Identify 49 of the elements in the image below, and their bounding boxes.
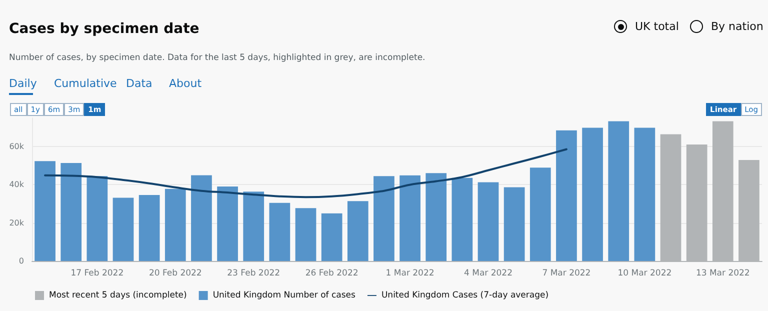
bar	[60, 162, 82, 261]
y-tick-label: 60k	[9, 142, 24, 152]
bar	[86, 176, 108, 261]
bar	[347, 201, 368, 261]
text: UK total	[635, 20, 679, 33]
bar	[321, 213, 342, 261]
y-tick-label: 20k	[9, 218, 24, 228]
bar	[478, 182, 499, 261]
bar	[426, 173, 447, 261]
line-series	[44, 148, 568, 198]
bar	[164, 188, 186, 261]
x-tick-label: 26 Feb 2022	[305, 268, 358, 278]
bar	[504, 187, 525, 261]
legend-label: United Kingdom Number of cases	[212, 290, 356, 300]
x-tick-label: 1 Mar 2022	[386, 268, 434, 278]
bar	[112, 198, 134, 261]
x-tick-label: 13 Mar 2022	[696, 268, 750, 278]
text: About	[169, 77, 202, 90]
x-tick-label: 10 Mar 2022	[618, 268, 672, 278]
legend-label: United Kingdom Cases (7-day average)	[381, 290, 549, 300]
bar	[374, 176, 394, 261]
bar	[400, 175, 420, 261]
y-tick-label: 0	[18, 256, 24, 266]
legend-label: Most recent 5 days (incomplete)	[49, 290, 187, 300]
text: Data	[126, 77, 152, 90]
bar	[217, 186, 238, 261]
bar	[269, 202, 290, 261]
y-tick-label: 40k	[9, 180, 24, 190]
text: By nation	[711, 20, 764, 33]
bar	[295, 208, 316, 261]
text: Daily	[9, 77, 37, 90]
chart-title: Cases by specimen date	[9, 21, 200, 37]
x-tick-label: 20 Feb 2022	[148, 268, 202, 278]
bar	[556, 130, 577, 261]
x-tick-label: 4 Mar 2022	[464, 268, 512, 278]
bar	[634, 128, 656, 261]
bar	[243, 192, 264, 261]
chart-subtitle: Number of cases, by specimen date. Data for the last 5 days, highlighted in grey, are incomplete.	[9, 53, 426, 63]
bar	[582, 128, 603, 261]
bar	[138, 195, 160, 261]
x-tick-label: 23 Feb 2022	[227, 268, 280, 278]
x-tick-label: 17 Feb 2022	[70, 268, 124, 278]
bar	[608, 121, 630, 261]
text: Cumulative	[54, 77, 117, 90]
x-tick-label: 7 Mar 2022	[542, 268, 591, 278]
bar	[452, 178, 473, 261]
bar	[34, 161, 56, 261]
bar	[191, 175, 212, 261]
bar	[530, 168, 551, 261]
